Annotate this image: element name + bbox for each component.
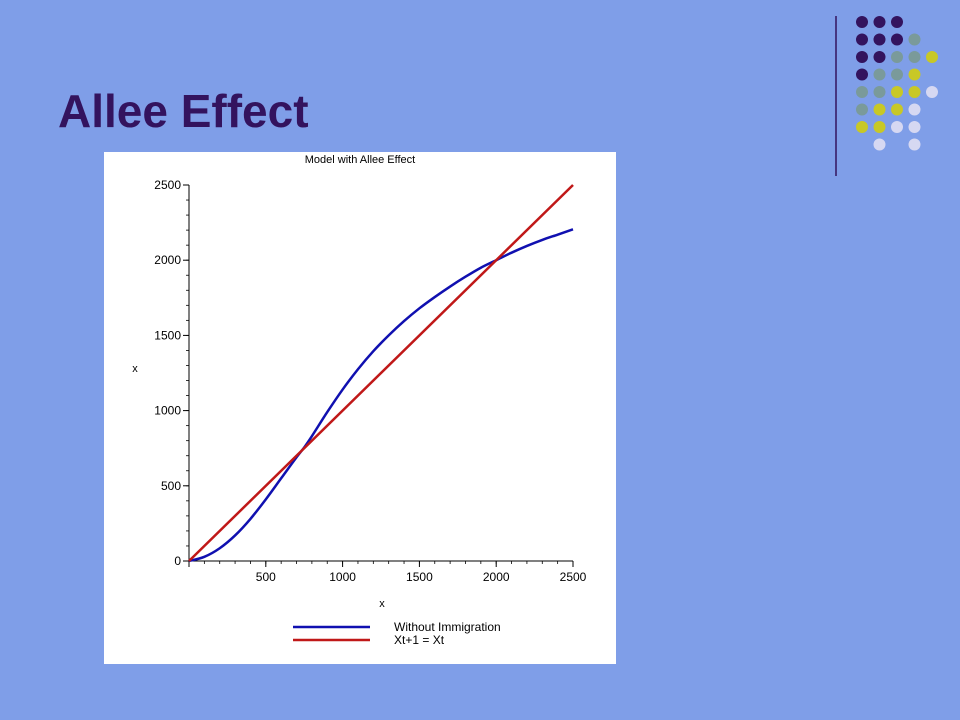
decor-dot [856, 86, 868, 98]
series-layer [188, 184, 574, 563]
decor-dot [891, 33, 903, 46]
y-tick-label: 2000 [154, 253, 181, 267]
decor-dot [873, 16, 886, 28]
decor-dot [873, 138, 886, 151]
line-chart: Model with Allee Effect x x 500 1000 1500 2… [132, 154, 586, 647]
decor-dot [908, 103, 921, 116]
decor-dot [856, 16, 868, 28]
x-tick-label: 2500 [560, 570, 587, 584]
y-tick-label: 0 [174, 554, 181, 568]
x-tick-label: 1000 [329, 570, 356, 584]
series-line-1 [188, 228, 574, 563]
decor-dot [891, 86, 903, 98]
decor-dot [926, 86, 938, 98]
decor-dot [891, 51, 903, 63]
y-tick-label: 500 [161, 479, 181, 493]
decor-dot [873, 68, 886, 81]
decor-dot [908, 68, 921, 81]
x-axis-label: x [379, 598, 385, 610]
decor-dot [856, 103, 868, 116]
slide-title: Allee Effect [58, 85, 309, 137]
decor-dot [856, 33, 868, 46]
chart-panel: Model with Allee Effect x x 500 1000 1500 2… [104, 152, 616, 664]
decor-dot [908, 51, 921, 63]
decor-dot [873, 51, 886, 63]
decor-dot [873, 121, 886, 133]
x-tick-label: 1500 [406, 570, 433, 584]
decor-dot [873, 103, 886, 116]
decor-dot [908, 86, 921, 98]
legend-label-1: Without Immigration [394, 620, 501, 634]
chart-title: Model with Allee Effect [305, 154, 415, 166]
decor-dot [873, 86, 886, 98]
axes: 500 1000 1500 2000 2500 0 500 1000 1500 2000 2500 [154, 178, 586, 584]
series-line-2 [188, 184, 574, 562]
decor-dot [926, 51, 938, 63]
decor-dot [856, 68, 868, 81]
decor-dot [908, 121, 921, 133]
decor-dot [856, 51, 868, 63]
y-tick-label: 1500 [154, 328, 181, 342]
x-tick-label: 2000 [483, 570, 510, 584]
decor-dot [891, 68, 903, 81]
y-axis-label: x [132, 363, 138, 375]
decor-dot [908, 138, 921, 151]
decor-dot [908, 33, 921, 46]
x-tick-label: 500 [256, 570, 276, 584]
decor-dot [891, 103, 903, 116]
decor-dot [856, 121, 868, 133]
y-tick-label: 2500 [154, 178, 181, 192]
decor-dot [891, 16, 903, 28]
y-tick-label: 1000 [154, 404, 181, 418]
decor-dot [891, 121, 903, 133]
decor-dot [873, 33, 886, 46]
legend-label-2: Xt+1 = Xt [394, 633, 445, 647]
